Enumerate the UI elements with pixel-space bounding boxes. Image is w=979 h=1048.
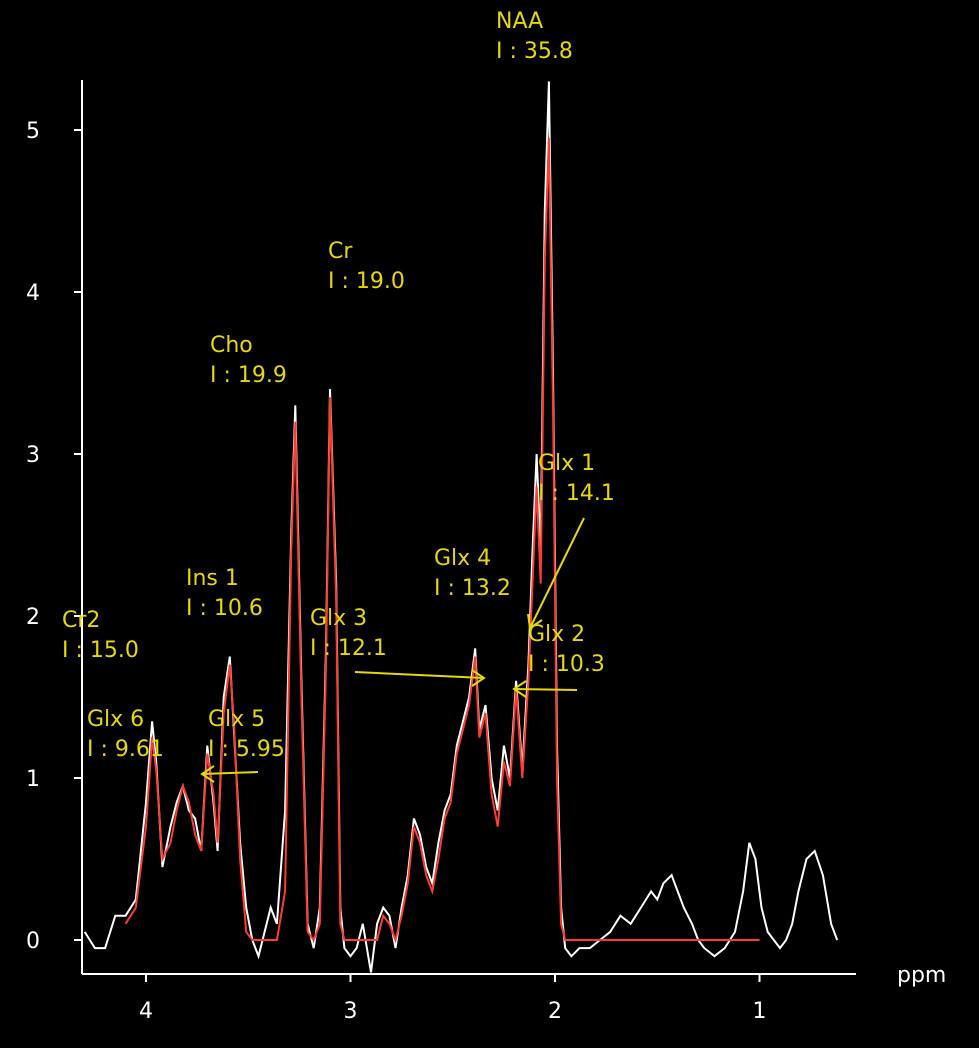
peak-name-glx4: Glx 4 <box>434 546 491 571</box>
annotation-arrows <box>200 517 585 783</box>
glx1-arrow <box>529 517 585 629</box>
y-tick-label: 3 <box>26 443 40 468</box>
glx3-arrow <box>354 671 485 679</box>
x-tick-label: 3 <box>344 999 358 1024</box>
fit-spectrum-line <box>124 138 760 944</box>
peak-name-cr2: Cr2 <box>62 608 100 633</box>
glx5-arrowhead <box>200 765 215 783</box>
peak-name-glx3: Glx 3 <box>310 606 367 631</box>
peak-integral-glx4: I : 13.2 <box>434 576 511 601</box>
peak-integral-glx1: I : 14.1 <box>538 481 615 506</box>
peak-integral-ins1: I : 10.6 <box>186 596 263 621</box>
peak-name-glx1: Glx 1 <box>538 451 595 476</box>
peak-integral-naa: I : 35.8 <box>496 39 573 64</box>
x-tick-label: 1 <box>753 999 767 1024</box>
peak-name-ins1: Ins 1 <box>186 566 239 591</box>
axes <box>81 80 856 975</box>
peak-name-glx5: Glx 5 <box>208 707 265 732</box>
peak-integral-cho: I : 19.9 <box>210 363 287 388</box>
x-tick-label: 2 <box>548 999 562 1024</box>
peak-integral-cr2: I : 15.0 <box>62 638 139 663</box>
peak-integral-glx3: I : 12.1 <box>310 636 387 661</box>
peak-name-naa: NAA <box>496 9 543 34</box>
y-tick-label: 4 <box>26 281 40 306</box>
peak-integral-cr: I : 19.0 <box>328 269 405 294</box>
y-tick-label: 0 <box>26 929 40 954</box>
y-tick-label: 5 <box>26 119 40 144</box>
peak-name-cr: Cr <box>328 239 353 264</box>
glx2-arrowhead <box>512 680 527 698</box>
peak-integral-glx6: I : 9.61 <box>87 737 164 762</box>
glx5-arrow <box>201 771 259 775</box>
glx3-arrowhead <box>471 669 486 687</box>
y-tick-label: 2 <box>26 605 40 630</box>
glx1-arrowhead <box>527 613 543 630</box>
peak-name-glx2: Glx 2 <box>528 622 585 647</box>
glx2-arrow <box>513 688 578 691</box>
peak-name-cho: Cho <box>210 333 253 358</box>
x-axis-label: ppm <box>897 963 946 988</box>
y-tick-label: 1 <box>26 767 40 792</box>
ticks: 4 3 2 1 0 1 2 3 4 5 <box>26 119 767 1024</box>
peak-integral-glx5: I : 5.95 <box>208 737 285 762</box>
peak-name-glx6: Glx 6 <box>87 707 144 732</box>
peak-labels: NAA I : 35.8 Cr I : 19.0 Cho I : 19.9 Glx 1 I :… <box>62 9 615 762</box>
peak-integral-glx2: I : 10.3 <box>528 652 605 677</box>
x-tick-label: 4 <box>139 999 153 1024</box>
